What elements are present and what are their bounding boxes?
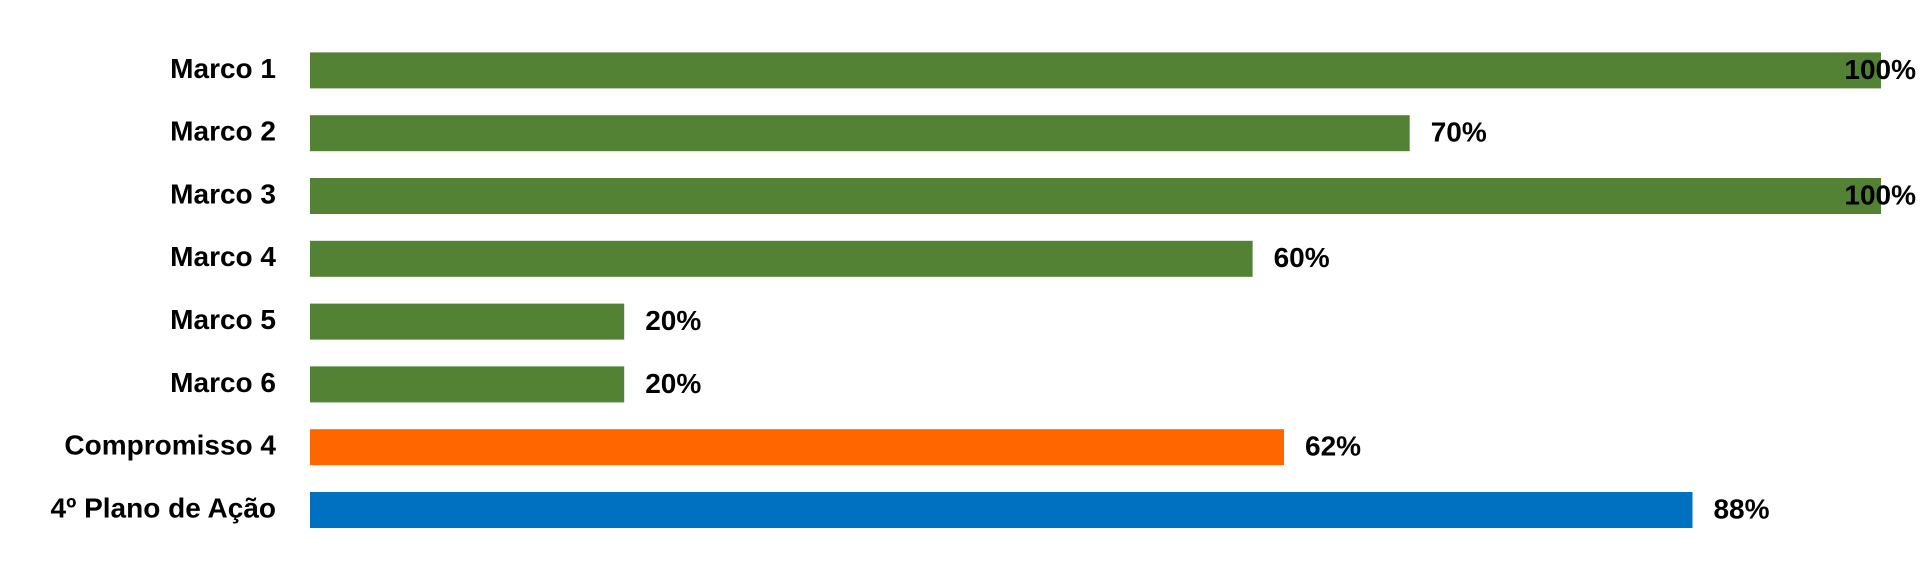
y-tick-label: Marco 5 bbox=[170, 304, 276, 335]
bar bbox=[310, 492, 1693, 528]
bar bbox=[310, 429, 1285, 466]
y-tick-label: Compromisso 4 bbox=[64, 430, 276, 461]
y-tick-label: Marco 3 bbox=[170, 178, 276, 209]
bar bbox=[310, 115, 1410, 152]
value-label: 62% bbox=[1305, 431, 1361, 462]
y-tick-label: Marco 4 bbox=[170, 241, 276, 272]
bar bbox=[310, 366, 625, 403]
bar bbox=[310, 178, 1881, 214]
bar bbox=[310, 303, 625, 340]
value-label: 88% bbox=[1713, 493, 1769, 524]
bar bbox=[310, 52, 1881, 89]
bar bbox=[310, 240, 1253, 277]
value-label: 70% bbox=[1431, 117, 1487, 148]
y-tick-label: Marco 1 bbox=[170, 53, 276, 84]
value-label: 60% bbox=[1274, 242, 1330, 273]
y-tick-label: Marco 2 bbox=[170, 116, 276, 147]
value-label: 100% bbox=[1844, 179, 1916, 210]
y-tick-label: 4º Plano de Ação bbox=[51, 492, 276, 523]
value-label: 100% bbox=[1844, 54, 1916, 85]
value-label: 20% bbox=[645, 368, 701, 399]
value-label: 20% bbox=[645, 305, 701, 336]
y-tick-label: Marco 6 bbox=[170, 367, 276, 398]
